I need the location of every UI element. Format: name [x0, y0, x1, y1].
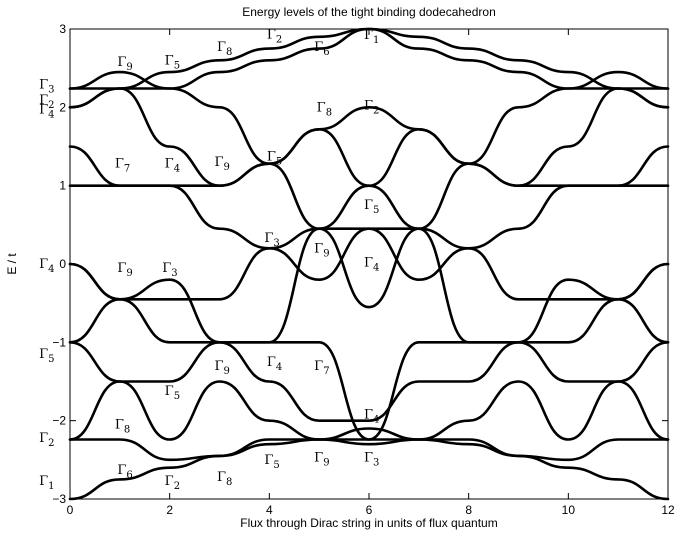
- gamma-label: Γ9: [117, 261, 132, 279]
- energy-level-curve-8: [68, 227, 670, 301]
- gamma-label: Γ4: [39, 257, 54, 275]
- x-tick-label: 10: [562, 503, 576, 517]
- y-axis-label: E / t: [5, 253, 19, 275]
- gamma-label: Γ8: [217, 470, 232, 488]
- gamma-label: Γ5: [264, 453, 279, 471]
- gamma-label: Γ4: [165, 157, 180, 175]
- energy-level-curve-6: [68, 184, 670, 250]
- gamma-label: Γ5: [165, 53, 180, 71]
- gamma-label: Γ8: [217, 40, 232, 58]
- gamma-label: Γ9: [215, 359, 230, 377]
- gamma-label: Γ9: [117, 55, 132, 73]
- y-tick-label: 3: [59, 22, 66, 36]
- y-tick-label: −2: [52, 414, 66, 428]
- gamma-label: Γ3: [162, 261, 177, 279]
- energy-level-curve-10: [68, 340, 670, 441]
- gamma-label: Γ8: [317, 100, 332, 118]
- x-tick-label: 0: [67, 503, 74, 517]
- energy-level-curve-3: [68, 87, 670, 165]
- x-tick-label: 2: [166, 503, 173, 517]
- gamma-label: Γ7: [115, 157, 130, 175]
- energy-level-curve-11: [68, 380, 670, 441]
- gamma-label: Γ4: [267, 355, 282, 373]
- x-tick-label: 12: [661, 503, 675, 517]
- gamma-label: Γ5: [165, 384, 180, 402]
- gamma-label: Γ2: [267, 27, 282, 45]
- y-tick-label: 0: [59, 257, 66, 271]
- gamma-label: Γ9: [215, 155, 230, 173]
- energy-level-curve-13: [68, 438, 670, 501]
- gamma-label: Γ1: [39, 474, 54, 492]
- gamma-label: Γ3: [364, 450, 379, 468]
- gamma-label: Γ6: [314, 40, 329, 58]
- gamma-label: Γ2: [39, 431, 54, 449]
- gamma-label: Γ2: [364, 99, 379, 117]
- energy-level-curve-12: [68, 438, 670, 462]
- y-tick-label: 2: [59, 100, 66, 114]
- gamma-label: Γ4: [364, 255, 379, 273]
- gamma-label: Γ5: [364, 198, 379, 216]
- x-tick-label: 4: [266, 503, 273, 517]
- gamma-label: Γ5: [39, 347, 54, 365]
- energy-level-curve-9: [68, 298, 670, 423]
- energy-level-curve-7: [68, 227, 670, 344]
- gamma-label: Γ8: [115, 418, 130, 436]
- gamma-label: Γ9: [314, 241, 329, 259]
- chart-title: Energy levels of the tight binding dodec…: [242, 5, 496, 19]
- gamma-label: Γ7: [314, 359, 329, 377]
- energy-level-curve-5: [68, 145, 670, 230]
- gamma-label: Γ3: [264, 231, 279, 249]
- gamma-label: Γ2: [165, 474, 180, 492]
- y-tick-label: −1: [52, 335, 66, 349]
- gamma-label: Γ9: [314, 450, 329, 468]
- x-tick-label: 8: [465, 503, 472, 517]
- x-axis-label: Flux through Dirac string in units of fl…: [240, 516, 497, 530]
- x-tick-label: 6: [366, 503, 373, 517]
- plot-frame: [69, 28, 669, 500]
- y-tick-label: 1: [59, 179, 66, 193]
- gamma-label: Γ4: [364, 407, 379, 425]
- y-tick-label: −3: [52, 492, 66, 506]
